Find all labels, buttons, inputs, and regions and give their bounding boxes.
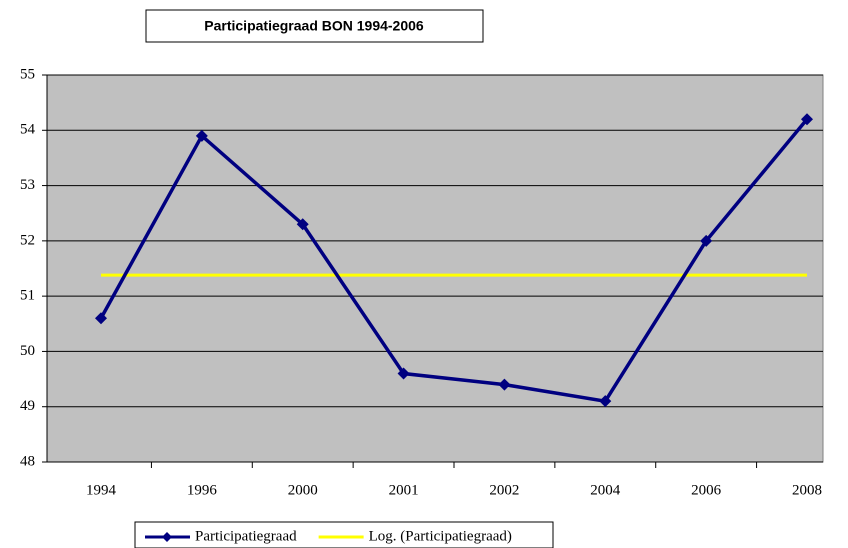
y-tick-label: 51 [20, 288, 35, 304]
point [195, 129, 208, 142]
point [95, 312, 107, 325]
point [599, 395, 612, 408]
point [700, 234, 713, 247]
legend-box [134, 521, 554, 548]
x-tick-label: 1996 [187, 482, 218, 498]
legend-marker [162, 532, 172, 542]
data-line [99, 118, 809, 404]
legend-label: Participatiegraad [195, 528, 297, 544]
title-box [145, 9, 484, 43]
legend-label: Log. (Participatiegraad) [369, 528, 512, 544]
x-tick-label: 2004 [590, 482, 621, 498]
x-tick-label: 1994 [86, 482, 117, 498]
point [397, 367, 410, 380]
x-tick-label: 2000 [288, 482, 318, 498]
plot-area [46, 74, 824, 463]
x-tick-label: 2006 [691, 482, 722, 498]
point [801, 113, 813, 126]
y-tick-label: 49 [20, 398, 35, 414]
y-tick-label: 52 [20, 232, 35, 248]
y-tick-label: 50 [20, 343, 35, 359]
x-tick-label: 2001 [389, 482, 419, 498]
y-tick-label: 53 [20, 177, 35, 193]
y-tick-label: 55 [20, 66, 35, 82]
y-tick-label: 48 [20, 453, 35, 469]
chart-title: Participatiegraad BON 1994-2006 [204, 18, 424, 34]
point [296, 218, 309, 231]
x-tick-label: 2008 [792, 482, 822, 498]
y-tick-label: 54 [20, 122, 36, 138]
x-tick-label: 2002 [489, 482, 519, 498]
point [498, 378, 511, 391]
